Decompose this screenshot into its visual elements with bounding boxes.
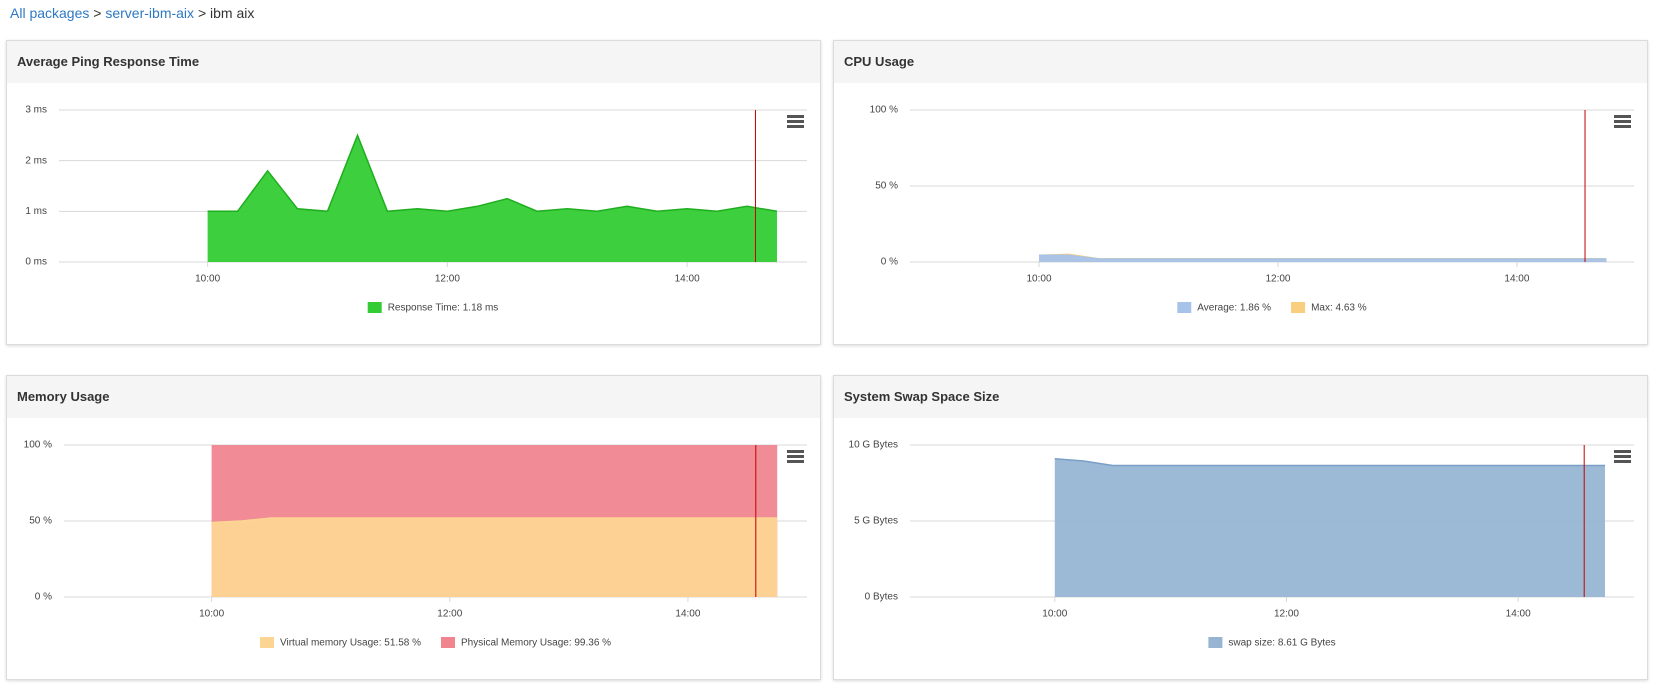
chart: 0 % 50 % 100 % 10:00 12:00 14:00 Average: 1.86… [870,105,1634,314]
area-line [1054,457,1605,467]
x-tick-label: 12:00 [1265,274,1290,285]
chart-panel: Memory Usage 0 % 50 % 100 % 10:00 12:00 14:00 V… [6,375,821,680]
menu-icon-bar [1614,455,1631,458]
breadcrumb-current: ibm aix [210,5,255,21]
x-tick-label: 12:00 [1274,609,1299,620]
y-tick-label: 0 ms [25,257,47,268]
menu-icon-bar [1614,115,1631,118]
y-tick-label: 0 Bytes [865,592,898,603]
legend: Average: 1.86 % Max: 4.63 % [1177,302,1367,314]
y-tick-label: 2 ms [25,155,47,166]
legend-label: Virtual memory Usage: 51.58 % [280,638,421,649]
chart-title: CPU Usage [834,41,1647,83]
x-tick-label: 14:00 [675,609,700,620]
legend-label: Average: 1.86 % [1197,303,1271,314]
legend-swatch [260,637,274,648]
menu-icon-bar [787,455,804,458]
chart: 0 % 50 % 100 % 10:00 12:00 14:00 Virtual memor… [24,440,807,649]
legend: swap size: 8.61 G Bytes [1208,637,1336,649]
y-tick-label: 50 % [875,181,898,192]
area-fill [211,518,778,597]
x-tick-label: 10:00 [1027,274,1052,285]
chart-title: Memory Usage [7,376,820,418]
legend: Virtual memory Usage: 51.58 % Physical Me… [260,637,611,649]
x-tick-label: 10:00 [195,274,220,285]
area-line [1039,254,1607,260]
chart: 0 Bytes 5 G Bytes 10 G Bytes 10:00 12:00 14:0… [849,440,1634,649]
breadcrumb-separator: > [197,5,207,21]
legend-swatch [1208,637,1223,648]
chart-panel: System Swap Space Size 0 Bytes 5 G Bytes 10… [833,375,1648,680]
y-tick-label: 3 ms [25,105,47,116]
area-fill [1039,255,1607,262]
menu-icon-bar [1614,125,1631,128]
chart: 0 ms 1 ms 2 ms 3 ms 10:00 12:00 14:00 Response … [25,105,807,314]
menu-icon-bar [787,120,804,123]
y-tick-label: 0 % [35,592,52,603]
area-fill [207,135,778,262]
legend-swatch [441,637,455,648]
y-tick-label: 100 % [24,440,52,451]
x-tick-label: 14:00 [1504,274,1529,285]
area-fill [1054,458,1605,597]
x-tick-label: 12:00 [435,274,460,285]
legend-label: swap size: 8.61 G Bytes [1228,638,1335,649]
x-tick-label: 10:00 [1042,609,1067,620]
area-line [1038,253,1607,260]
chart-panel: CPU Usage 0 % 50 % 100 % 10:00 12:00 14:00 Aver… [833,40,1648,345]
menu-icon-bar [787,450,804,453]
menu-icon-bar [787,125,804,128]
chart-title: Average Ping Response Time [7,41,820,83]
breadcrumb-link[interactable]: server-ibm-aix [105,5,195,21]
y-tick-label: 1 ms [25,206,47,217]
breadcrumb: All packages > server-ibm-aix > ibm aix [10,5,254,21]
x-tick-label: 10:00 [199,609,224,620]
y-tick-label: 10 G Bytes [849,440,898,451]
legend-label: Physical Memory Usage: 99.36 % [461,638,611,649]
area-line [211,517,778,524]
y-tick-label: 100 % [870,105,898,116]
menu-icon-bar [787,460,804,463]
legend-swatch [1291,302,1306,313]
legend-label: Max: 4.63 % [1311,303,1367,314]
legend-swatch [1177,302,1192,313]
breadcrumb-link[interactable]: All packages [10,5,90,21]
breadcrumb-separator: > [93,5,102,21]
chart-title: System Swap Space Size [834,376,1647,418]
area-line [207,133,778,213]
legend-label: Response Time: 1.18 ms [388,303,499,314]
menu-icon-bar [787,115,804,118]
x-tick-label: 14:00 [1506,609,1531,620]
y-tick-label: 0 % [881,257,898,268]
legend: Response Time: 1.18 ms [367,302,499,314]
x-tick-label: 12:00 [437,609,462,620]
menu-icon-bar [1614,120,1631,123]
x-tick-label: 14:00 [675,274,700,285]
chart-panel: Average Ping Response Time 0 ms 1 ms 2 ms 3 … [6,40,821,345]
menu-icon-bar [1614,460,1631,463]
y-tick-label: 5 G Bytes [854,516,898,527]
legend-swatch [367,302,382,313]
menu-icon-bar [1614,450,1631,453]
y-tick-label: 50 % [29,516,52,527]
